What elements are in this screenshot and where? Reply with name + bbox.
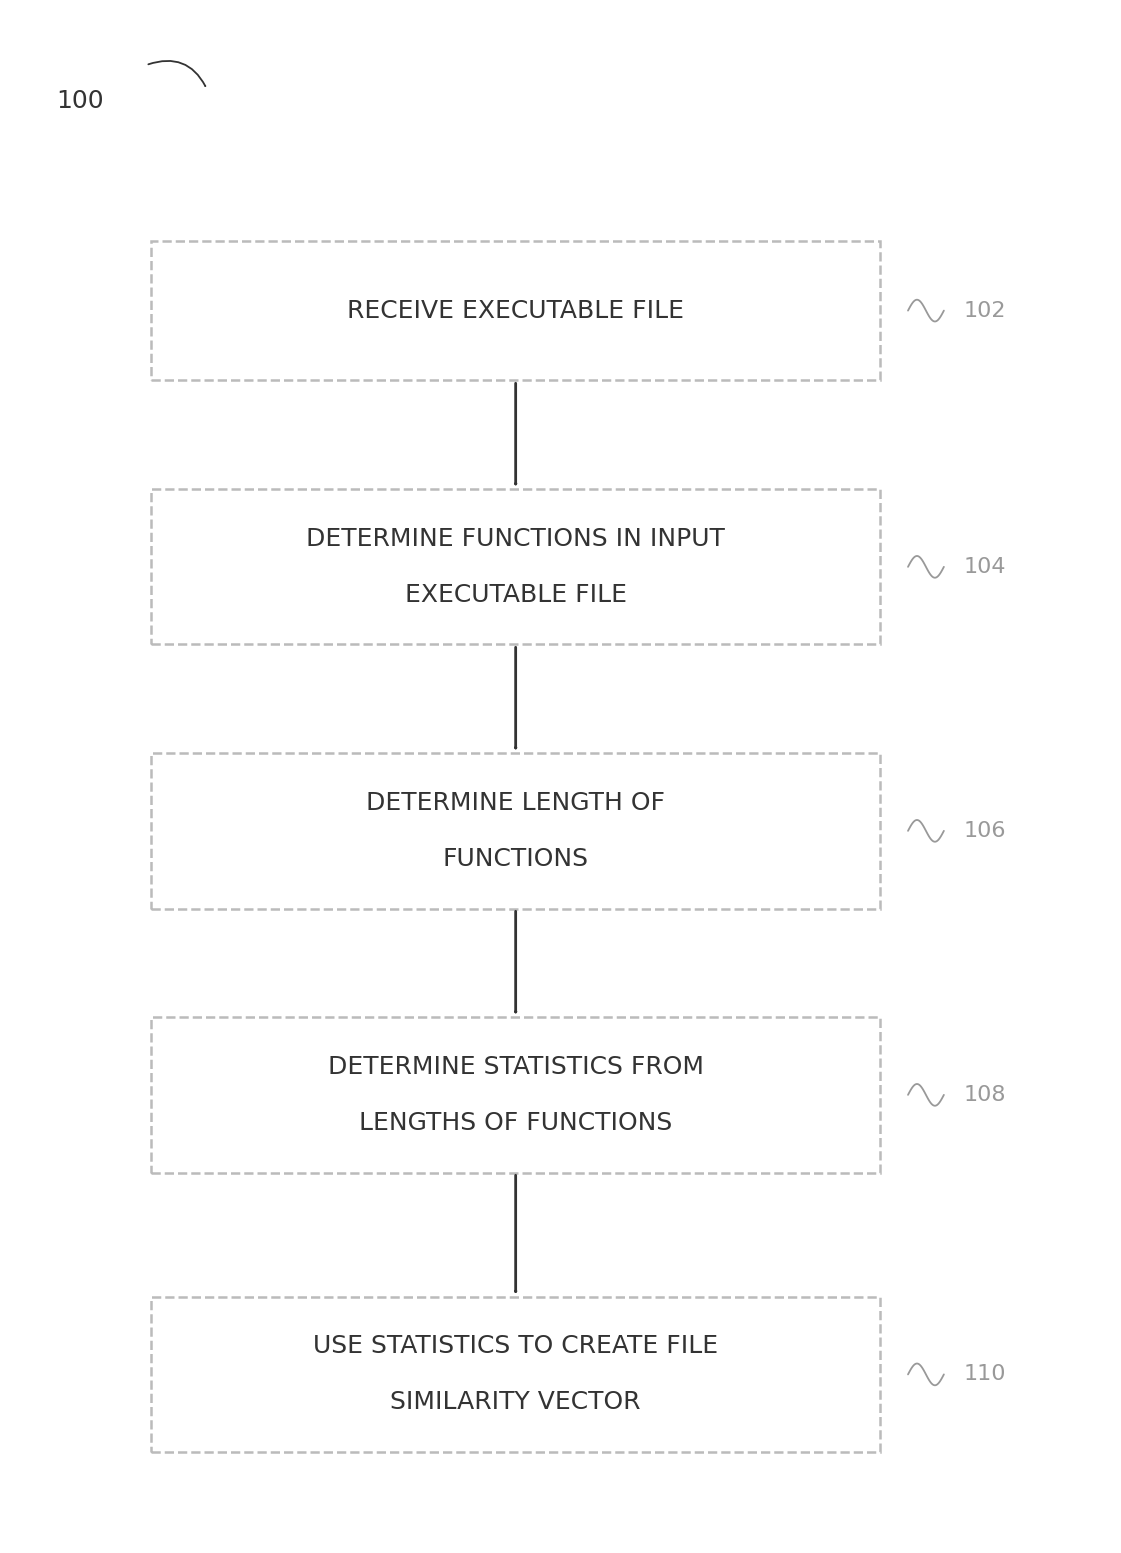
FancyBboxPatch shape: [151, 241, 880, 380]
Text: 110: 110: [964, 1365, 1007, 1384]
Text: SIMILARITY VECTOR: SIMILARITY VECTOR: [390, 1390, 641, 1415]
Text: LENGTHS OF FUNCTIONS: LENGTHS OF FUNCTIONS: [359, 1110, 673, 1135]
FancyBboxPatch shape: [151, 753, 880, 909]
Text: RECEIVE EXECUTABLE FILE: RECEIVE EXECUTABLE FILE: [348, 298, 684, 323]
Text: 106: 106: [964, 822, 1007, 840]
Text: 100: 100: [56, 89, 103, 113]
Text: 108: 108: [964, 1086, 1007, 1104]
Text: DETERMINE FUNCTIONS IN INPUT: DETERMINE FUNCTIONS IN INPUT: [306, 526, 725, 551]
FancyBboxPatch shape: [151, 1017, 880, 1173]
Text: 102: 102: [964, 301, 1007, 320]
Text: DETERMINE LENGTH OF: DETERMINE LENGTH OF: [367, 790, 665, 815]
Text: DETERMINE STATISTICS FROM: DETERMINE STATISTICS FROM: [327, 1054, 704, 1079]
Text: USE STATISTICS TO CREATE FILE: USE STATISTICS TO CREATE FILE: [313, 1334, 719, 1359]
Text: EXECUTABLE FILE: EXECUTABLE FILE: [405, 582, 627, 607]
Text: FUNCTIONS: FUNCTIONS: [443, 846, 589, 871]
Text: 104: 104: [964, 558, 1007, 576]
FancyBboxPatch shape: [151, 1297, 880, 1452]
FancyBboxPatch shape: [151, 489, 880, 644]
FancyArrowPatch shape: [148, 61, 205, 85]
